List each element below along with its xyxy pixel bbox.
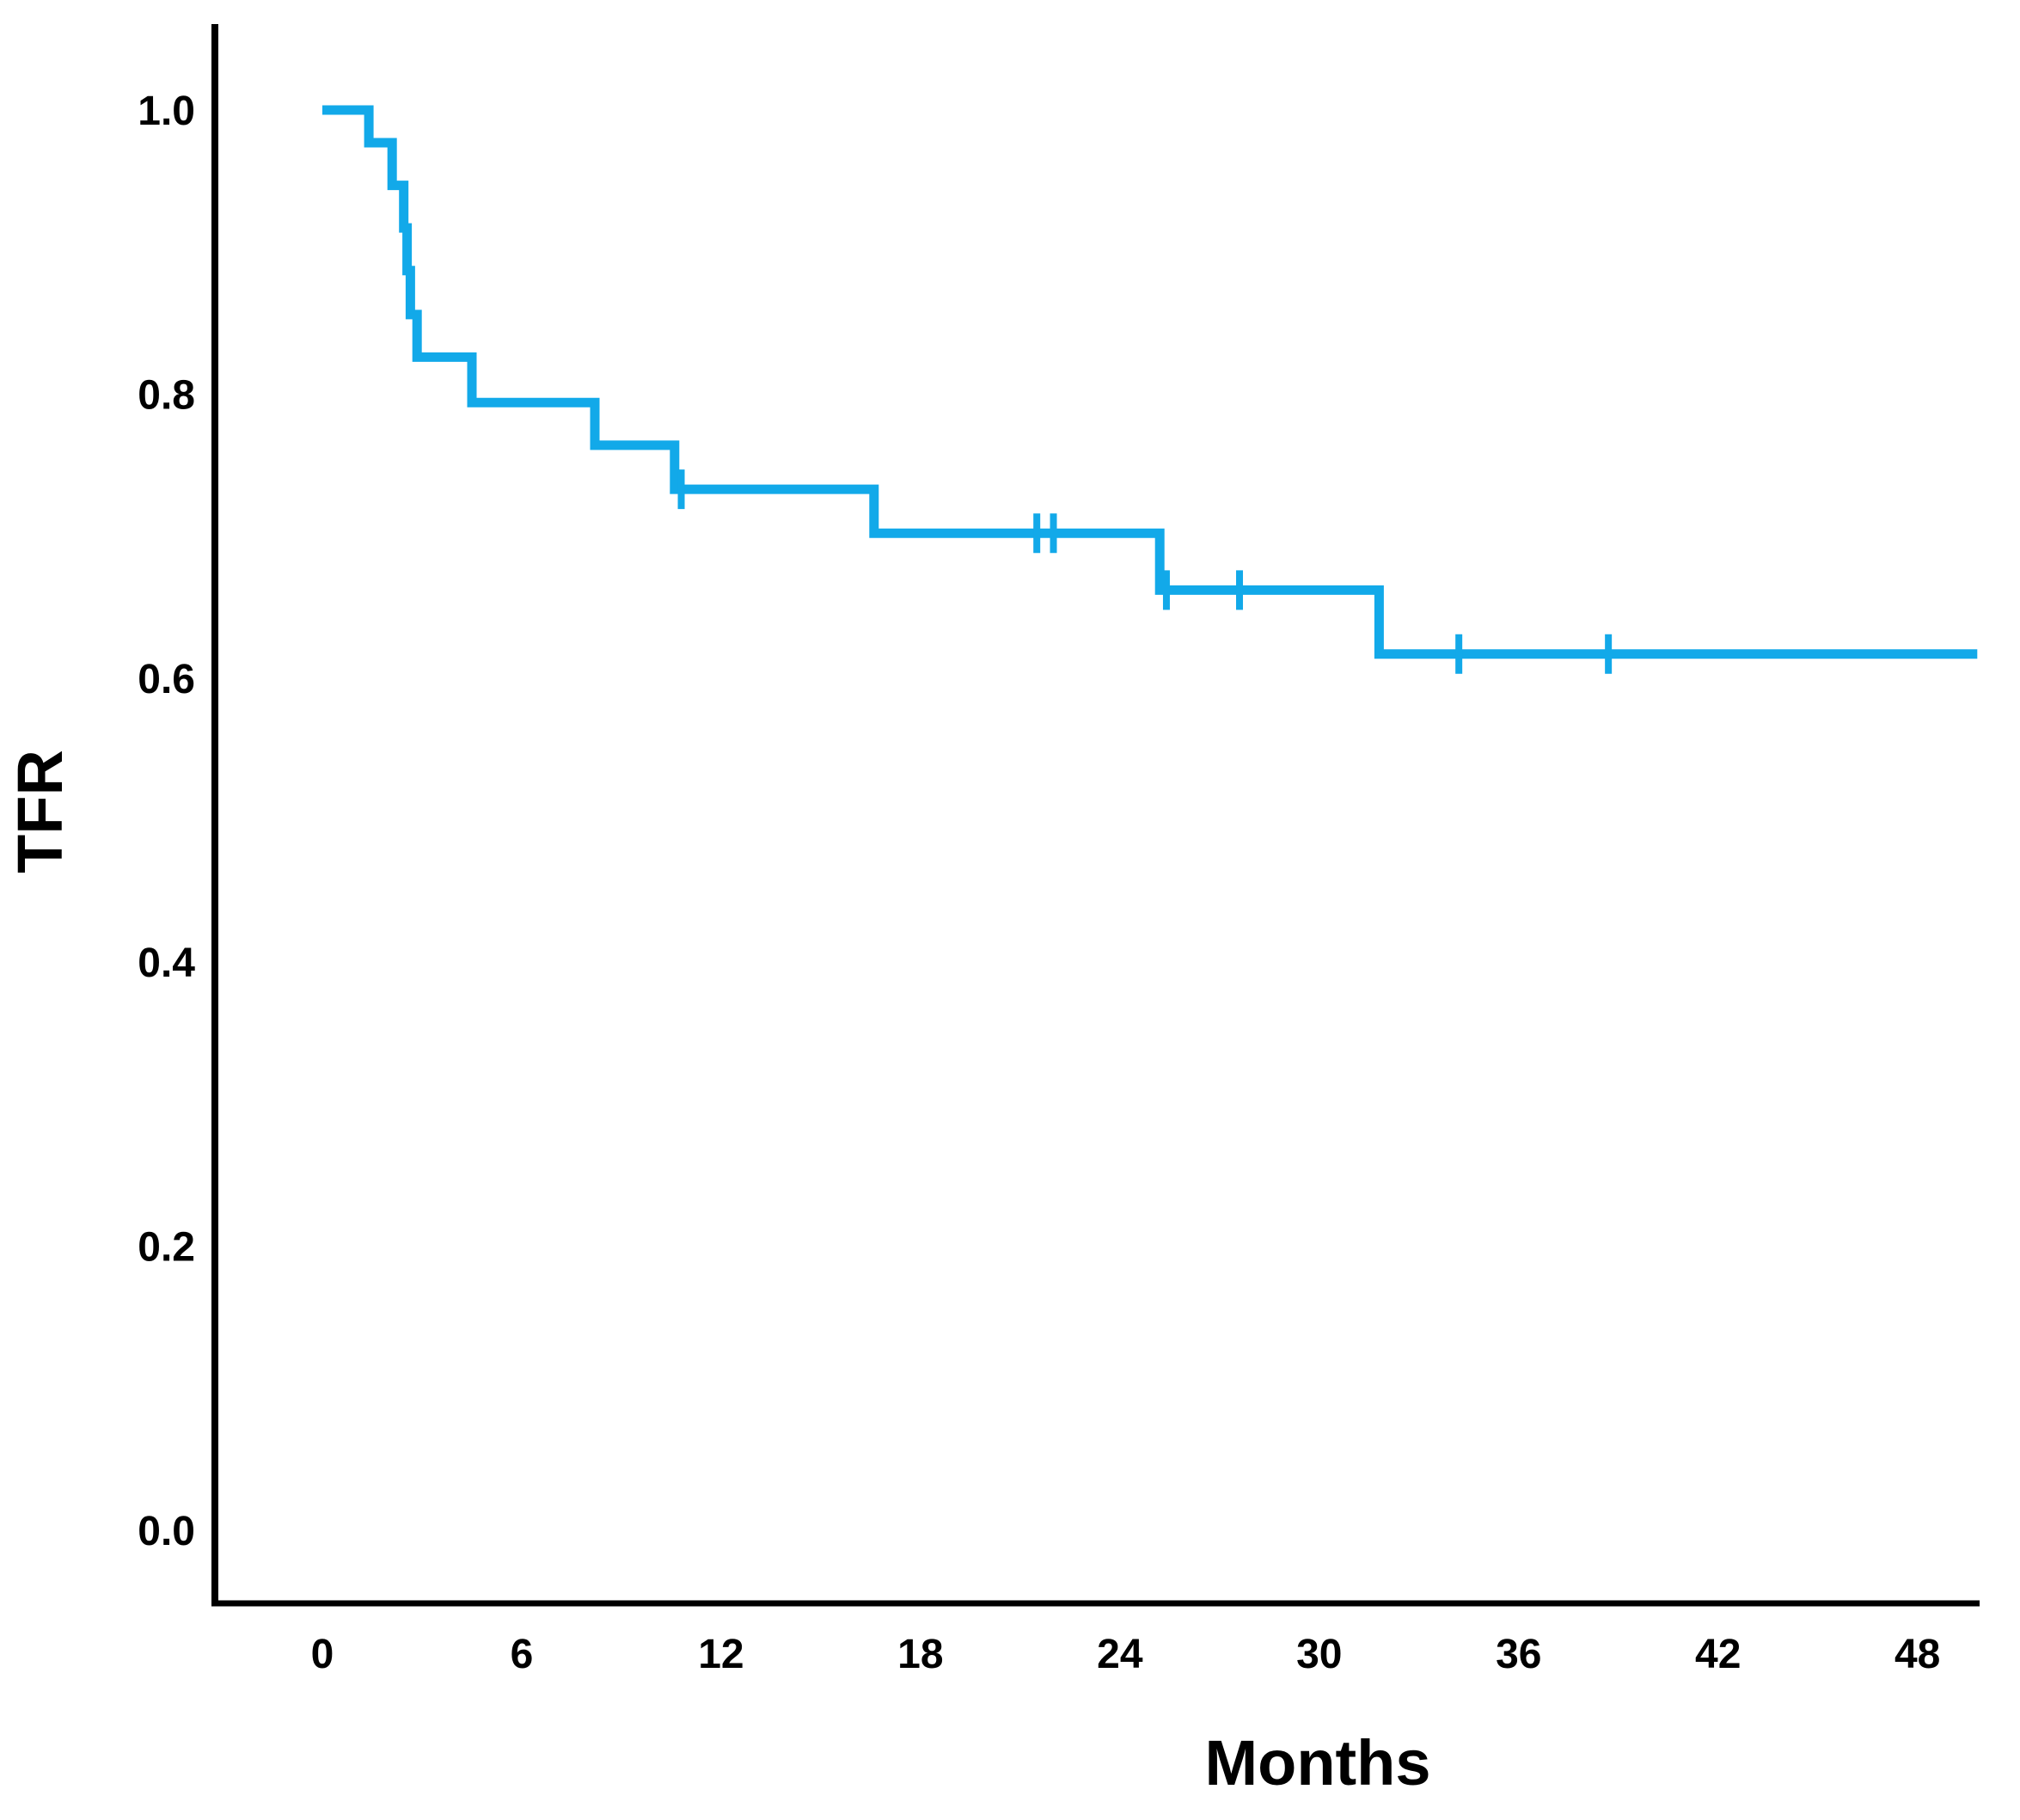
y-tick-label: 0.0	[138, 1509, 195, 1554]
x-tick-label: 42	[1695, 1632, 1741, 1677]
x-tick-label: 24	[1097, 1632, 1143, 1677]
y-tick-label: 0.2	[138, 1225, 195, 1271]
x-tick-label: 12	[698, 1632, 744, 1677]
y-tick-label: 1.0	[138, 89, 195, 134]
x-tick-labels: 0 6 12 18 24 30 36 42 48	[311, 1632, 1941, 1677]
censor-ticks	[677, 469, 1613, 674]
y-tick-labels: 1.0 0.8 0.6 0.4 0.2 0.0	[138, 89, 195, 1554]
axes	[211, 24, 1980, 1607]
x-tick-label: 48	[1895, 1632, 1940, 1677]
x-tick-label: 18	[897, 1632, 943, 1677]
y-axis-title: TFR	[4, 750, 76, 873]
x-tick-label: 36	[1496, 1632, 1541, 1677]
km-curve	[322, 105, 1978, 659]
y-tick-label: 0.4	[138, 941, 195, 986]
x-tick-label: 30	[1296, 1632, 1342, 1677]
x-tick-label: 6	[511, 1632, 534, 1677]
x-tick-label: 0	[311, 1632, 334, 1677]
km-curve-group	[322, 105, 1978, 659]
x-axis-title: Months	[1204, 1727, 1430, 1799]
y-tick-label: 0.6	[138, 657, 195, 702]
y-tick-label: 0.8	[138, 372, 195, 418]
